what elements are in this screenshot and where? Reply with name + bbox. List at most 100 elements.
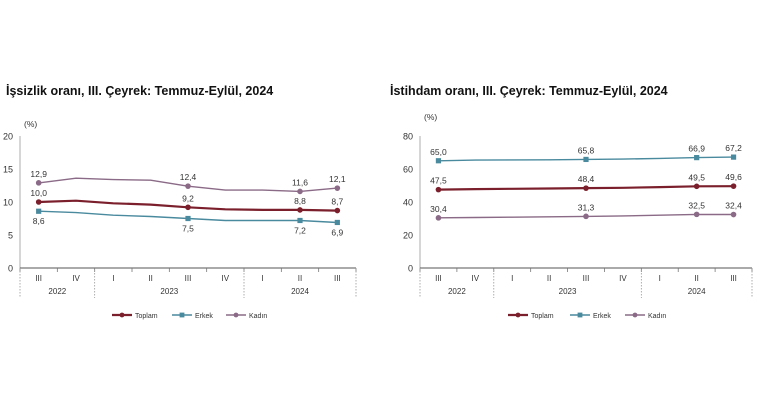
data-point	[297, 207, 303, 213]
year-tick-label: 2022	[48, 287, 66, 296]
quarter-tick-label: I	[659, 274, 661, 283]
data-label: 32,4	[725, 201, 742, 211]
data-point	[185, 204, 191, 211]
data-label: 9,2	[182, 193, 194, 203]
data-label: 65,8	[578, 145, 595, 155]
y-tick-label: 80	[403, 132, 413, 142]
legend-label: Erkek	[593, 313, 611, 320]
data-label: 7,2	[294, 225, 306, 235]
data-point	[583, 156, 589, 163]
unemployment-chart-panel: İşsizlik oranı, III. Çeyrek: Temmuz-Eylü…	[3, 84, 357, 320]
quarter-tick-label: IV	[472, 274, 480, 283]
unit-label: (%)	[24, 119, 37, 129]
data-point	[693, 211, 700, 218]
data-point	[297, 188, 303, 195]
y-tick-label: 5	[8, 231, 13, 241]
data-label: 8,7	[331, 197, 343, 207]
data-point	[435, 158, 442, 164]
data-point	[334, 185, 341, 191]
data-label: 31,3	[578, 202, 595, 212]
data-label: 65,0	[430, 147, 447, 157]
data-label: 49,6	[725, 172, 742, 182]
data-point	[730, 183, 737, 189]
data-label: 7,5	[182, 224, 194, 234]
quarter-tick-label: IV	[619, 274, 627, 283]
legend-marker	[119, 312, 125, 318]
y-tick-label: 40	[403, 198, 413, 208]
quarter-tick-label: II	[694, 274, 698, 283]
legend-marker	[515, 312, 521, 318]
data-point	[185, 215, 191, 222]
quarter-tick-label: III	[583, 274, 590, 283]
chart-title: İstihdam oranı, III. Çeyrek: Temmuz-Eylü…	[390, 84, 668, 98]
legend-label: Toplam	[531, 313, 554, 320]
data-point	[334, 207, 341, 214]
employment-chart-panel: İstihdam oranı, III. Çeyrek: Temmuz-Eylü…	[384, 0, 768, 420]
data-point	[35, 180, 42, 186]
data-label: 49,5	[688, 172, 705, 182]
chart-title: İşsizlik oranı, III. Çeyrek: Temmuz-Eylü…	[6, 84, 274, 98]
y-tick-label: 20	[403, 231, 413, 241]
data-point	[583, 213, 589, 220]
data-point	[36, 208, 42, 214]
data-point	[185, 183, 191, 189]
y-tick-label: 20	[3, 132, 13, 142]
legend-label: Erkek	[195, 313, 213, 320]
data-point	[694, 155, 700, 161]
quarter-tick-label: III	[730, 274, 737, 283]
data-label: 12,9	[30, 169, 47, 179]
data-label: 67,2	[725, 143, 742, 153]
data-label: 32,5	[688, 200, 705, 210]
year-tick-label: 2023	[160, 287, 178, 296]
data-label: 30,4	[430, 204, 447, 214]
data-point	[730, 211, 737, 218]
data-label: 8,8	[294, 196, 306, 206]
data-label: 48,4	[578, 174, 595, 184]
legend-marker	[577, 312, 583, 318]
data-label: 11,6	[292, 177, 308, 187]
quarter-tick-label: IV	[222, 274, 230, 283]
quarter-tick-label: IV	[72, 274, 80, 283]
data-label: 8,6	[33, 216, 45, 226]
quarter-tick-label: III	[35, 274, 42, 283]
quarter-tick-label: III	[435, 274, 442, 283]
quarter-tick-label: II	[547, 274, 551, 283]
quarter-tick-label: I	[511, 274, 513, 283]
data-label: 10,0	[30, 188, 47, 198]
data-point	[35, 199, 42, 205]
unit-label: (%)	[424, 112, 437, 122]
legend-label: Toplam	[135, 313, 158, 320]
y-tick-label: 60	[403, 165, 413, 175]
legend-marker	[179, 312, 185, 318]
y-tick-label: 15	[3, 165, 13, 175]
quarter-tick-label: II	[148, 274, 152, 283]
legend-label: Kadın	[249, 313, 267, 320]
quarter-tick-label: I	[262, 274, 264, 283]
data-label: 12,1	[329, 174, 346, 184]
data-point	[435, 215, 442, 221]
data-point	[435, 186, 442, 193]
year-tick-label: 2023	[559, 287, 577, 296]
year-tick-label: 2024	[291, 287, 309, 296]
quarter-tick-label: II	[298, 274, 302, 283]
y-tick-label: 0	[408, 264, 413, 274]
legend-label: Kadın	[648, 313, 666, 320]
legend-marker	[233, 312, 239, 318]
quarter-tick-label: III	[334, 274, 341, 283]
data-point	[730, 154, 737, 160]
data-point	[693, 183, 700, 190]
data-label: 47,5	[430, 176, 447, 186]
y-tick-label: 10	[3, 198, 13, 208]
y-tick-label: 0	[8, 264, 13, 274]
data-point	[583, 185, 589, 191]
data-label: 66,9	[688, 144, 705, 154]
year-tick-label: 2022	[448, 287, 466, 296]
quarter-tick-label: I	[112, 274, 114, 283]
quarter-tick-label: III	[185, 274, 192, 283]
year-tick-label: 2024	[688, 287, 706, 296]
data-point	[334, 219, 340, 226]
data-point	[297, 217, 303, 224]
legend-marker	[632, 312, 638, 318]
